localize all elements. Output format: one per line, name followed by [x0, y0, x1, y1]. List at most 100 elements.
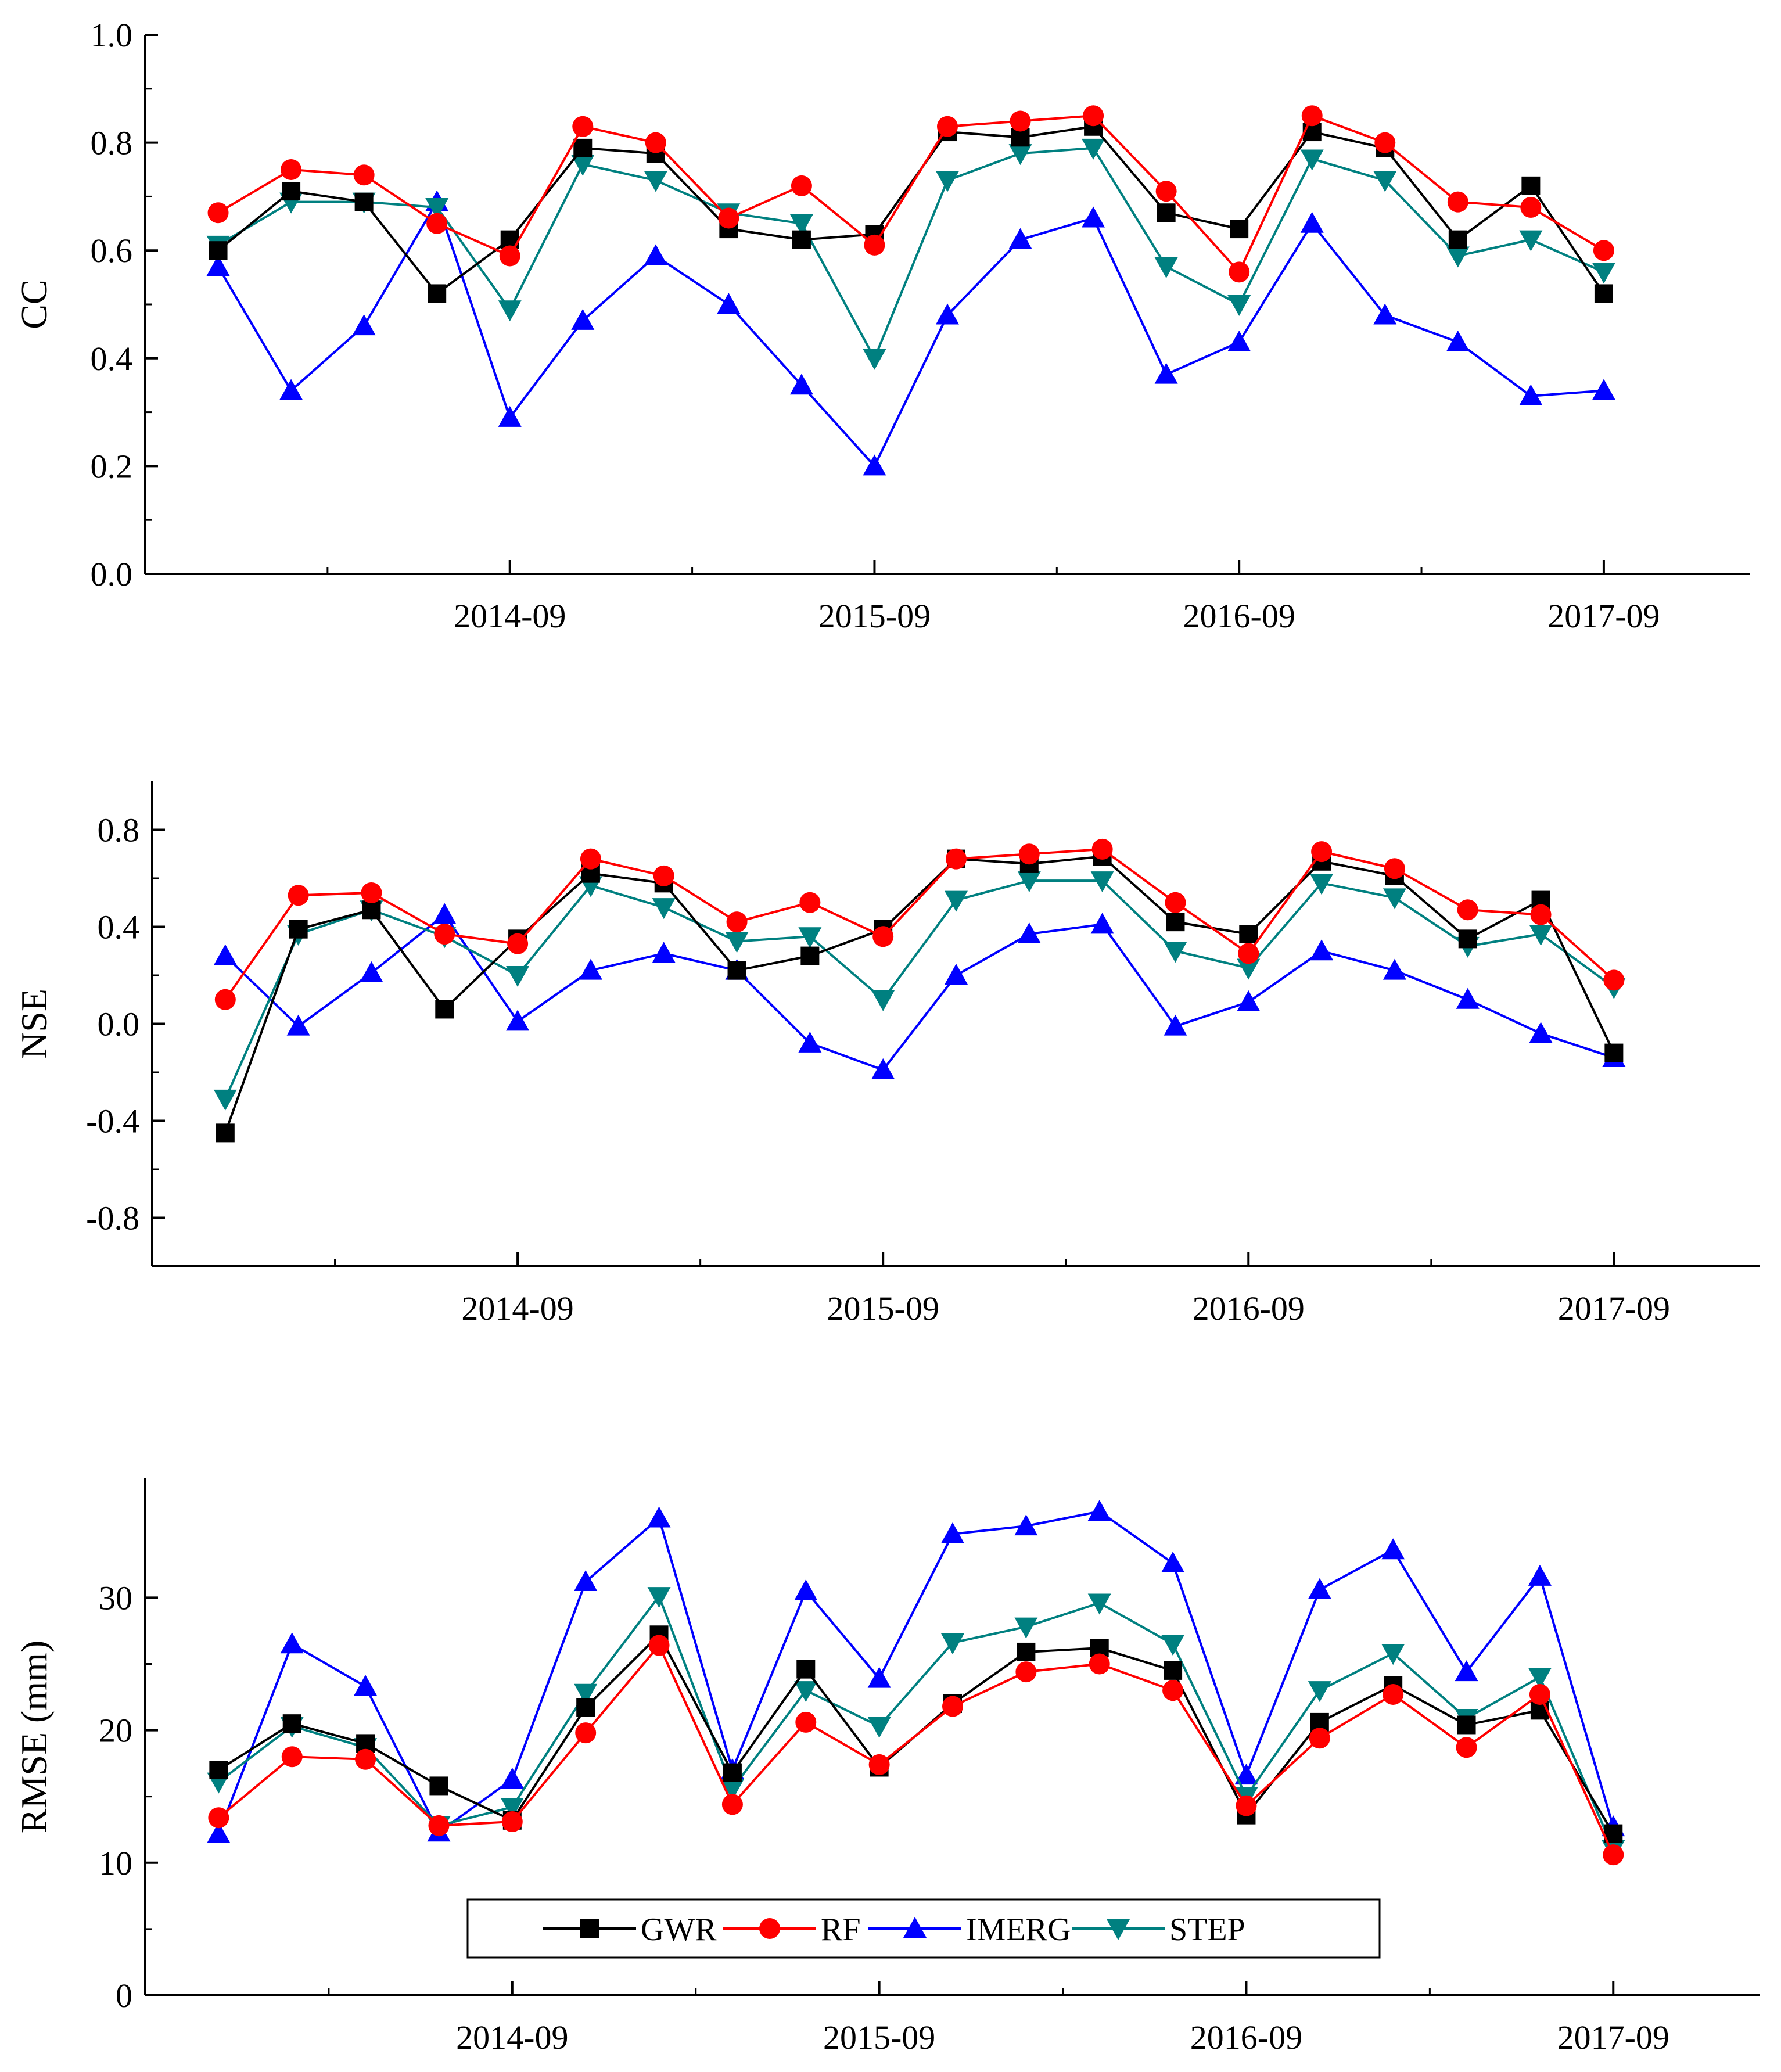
data-point-gwr [428, 284, 447, 303]
data-point-gwr [573, 138, 593, 157]
data-point-gwr [1230, 220, 1249, 239]
data-point-step [1528, 1668, 1552, 1689]
series-imerg [206, 190, 1615, 476]
data-point-rf [872, 926, 894, 947]
data-point-rf [1083, 105, 1104, 127]
data-point-imerg [579, 958, 602, 980]
data-point-gwr [723, 1763, 742, 1782]
data-point-imerg [867, 1667, 891, 1688]
data-point-rf [207, 202, 229, 224]
data-point-imerg [213, 944, 237, 965]
data-point-rf [1447, 191, 1468, 213]
data-point-step [1017, 871, 1041, 893]
data-point-rf [580, 848, 601, 870]
data-point-step [945, 890, 968, 912]
data-point-rf [653, 865, 674, 886]
data-point-imerg [1446, 330, 1470, 351]
data-point-step [500, 1797, 524, 1819]
data-point-imerg [1161, 1552, 1185, 1573]
data-point-imerg [794, 1579, 818, 1600]
data-point-rf [795, 1711, 817, 1733]
data-point-gwr [289, 920, 308, 939]
data-point-rf [868, 1754, 890, 1775]
data-point-rf [799, 892, 821, 913]
data-point-imerg [1456, 987, 1480, 1009]
data-point-rf [288, 885, 309, 906]
y-axis-title: CC [13, 279, 55, 329]
data-point-imerg [1381, 1538, 1405, 1560]
data-point-rf [1162, 1680, 1184, 1701]
data-point-step [789, 214, 813, 235]
data-point-rf [1018, 843, 1040, 865]
x-tick-label: 2014-09 [461, 1290, 573, 1327]
data-point-gwr [792, 230, 811, 249]
data-point-step [571, 155, 595, 176]
data-point-step [1082, 138, 1105, 160]
x-tick-label: 2015-09 [827, 1290, 939, 1327]
data-point-step [1014, 1617, 1038, 1639]
data-point-rf [353, 164, 375, 186]
y-tick-label: 20 [99, 1712, 132, 1750]
series-gwr [216, 847, 1624, 1143]
legend-marker-gwr [580, 1919, 599, 1938]
data-point-step [1529, 925, 1553, 946]
data-point-gwr [216, 1123, 235, 1143]
x-tick-label: 2015-09 [818, 597, 931, 635]
data-point-step [1383, 888, 1406, 910]
series-step [207, 1587, 1625, 1861]
data-point-step [652, 898, 676, 920]
data-point-imerg [1227, 330, 1251, 351]
data-point-rf [1229, 261, 1250, 283]
chart-panel-cc: 0.0 0.2 0.4 0.6 0.8 1.0 2014-09 2015-09 2016-09 2… [13, 16, 1750, 635]
y-tick-label: 0.2 [91, 447, 133, 485]
data-point-rf [1238, 943, 1259, 964]
y-tick-label: 0.8 [91, 124, 133, 162]
series-line-step [224, 879, 1615, 1100]
y-tick-label: 0.4 [91, 340, 133, 378]
data-point-rf [645, 132, 666, 153]
data-point-imerg [1383, 958, 1406, 980]
data-point-gwr [1164, 1661, 1183, 1680]
data-point-step [720, 1779, 744, 1800]
data-point-imerg [352, 314, 376, 336]
data-point-rf [1384, 858, 1405, 879]
legend-label-imerg: IMERG [966, 1912, 1071, 1948]
data-point-step [1373, 171, 1397, 192]
series-line-rf [218, 1643, 1615, 1855]
x-tick-label: 2016-09 [1193, 1290, 1305, 1327]
data-point-rf [214, 989, 236, 1010]
data-point-gwr [354, 192, 374, 211]
data-point-gwr [727, 961, 746, 980]
data-point-rf [1089, 1653, 1110, 1675]
data-point-gwr [1448, 230, 1467, 249]
series-rf [208, 1635, 1624, 1866]
data-point-imerg [871, 1058, 895, 1079]
data-point-step [644, 171, 667, 192]
data-point-rf [864, 234, 885, 256]
y-axis-title: RMSE (mm) [13, 1640, 55, 1833]
data-point-imerg [652, 942, 676, 963]
data-point-imerg [506, 1010, 530, 1031]
data-point-rf [499, 245, 520, 267]
data-point-imerg [798, 1031, 822, 1053]
data-point-imerg [1519, 384, 1543, 405]
data-point-imerg [1090, 913, 1114, 934]
data-point-imerg [1529, 1022, 1553, 1043]
y-tick-label: 1.0 [91, 16, 133, 54]
data-point-rf [946, 848, 967, 870]
data-point-step [794, 1681, 818, 1703]
data-point-gwr [576, 1698, 595, 1717]
x-tick-label: 2017-09 [1557, 2019, 1669, 2056]
data-point-rf [1155, 181, 1177, 202]
data-point-step [213, 1089, 237, 1111]
x-tick-label: 2016-09 [1190, 2019, 1302, 2056]
x-tick-label: 2015-09 [823, 2019, 935, 2056]
x-tick-label: 2016-09 [1183, 597, 1295, 635]
data-point-imerg [945, 964, 968, 985]
data-point-rf [1530, 904, 1552, 925]
x-tick-label: 2014-09 [456, 2019, 568, 2056]
data-point-step [498, 300, 522, 322]
data-point-step [1381, 1644, 1405, 1665]
